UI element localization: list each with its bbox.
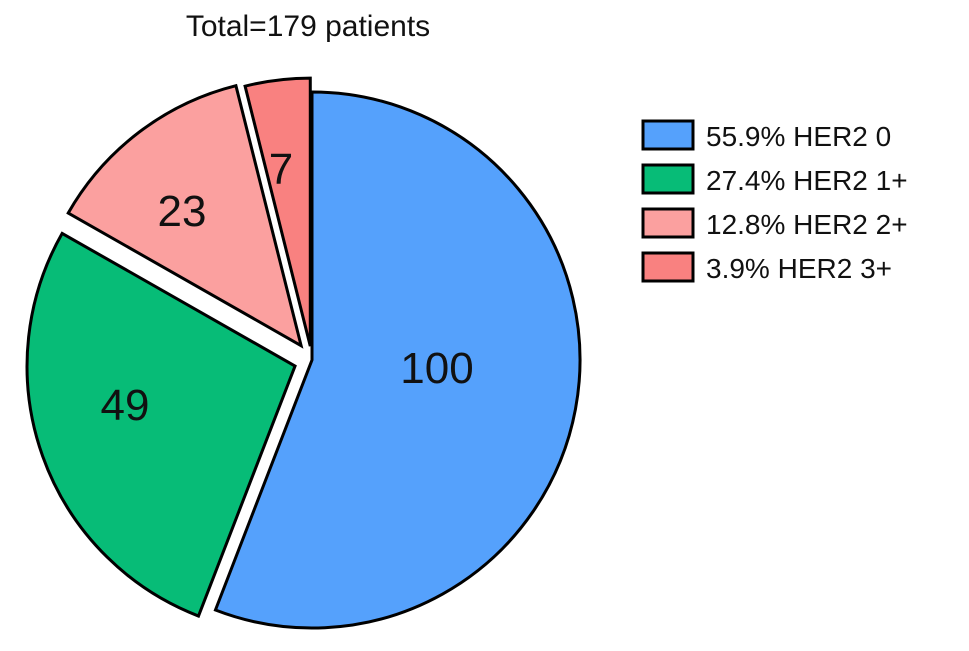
pie-slice-7 [243,76,312,347]
pie-slices [25,76,582,630]
legend-swatch [641,163,695,195]
legend-item: 3.9% HER2 3+ [641,251,892,284]
legend-swatch [641,119,695,151]
legend-item: 55.9% HER2 0 [641,119,891,152]
legend-label: 55.9% HER2 0 [706,121,891,152]
slice-label-49: 49 [101,381,150,430]
legend-item: 27.4% HER2 1+ [641,163,908,196]
slice-label-7: 7 [269,145,293,194]
legend-label: 27.4% HER2 1+ [706,165,908,196]
legend-swatch [641,251,695,283]
slice-label-100: 100 [400,344,473,393]
slice-labels: 100 49 23 7 [101,145,474,430]
pie-slice-23 [66,83,304,349]
chart-title: Total=179 patients [186,10,430,43]
pie-slice-49 [25,231,297,618]
legend-swatch [641,207,695,239]
slice-label-23: 23 [158,187,207,236]
pie-slice-100 [213,90,582,630]
legend: 55.9% HER2 0 27.4% HER2 1+ 12.8% HER2 2+ 3.… [641,119,908,284]
legend-label: 3.9% HER2 3+ [706,253,892,284]
legend-item: 12.8% HER2 2+ [641,207,908,240]
legend-label: 12.8% HER2 2+ [706,209,908,240]
